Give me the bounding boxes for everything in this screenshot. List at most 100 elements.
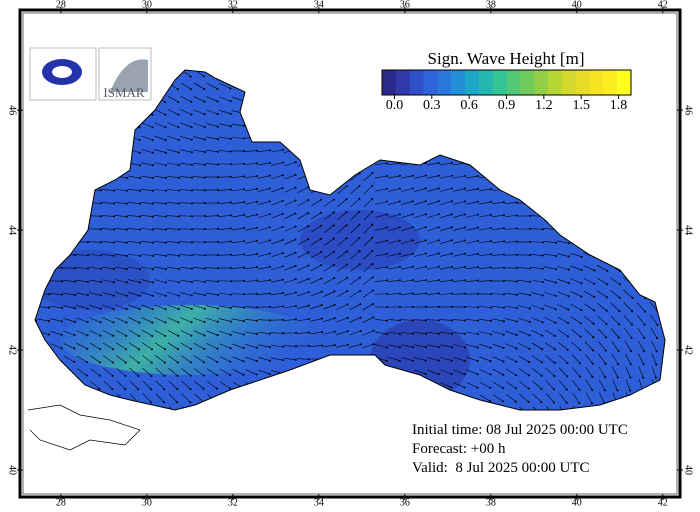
wave-arrow-head: [203, 375, 205, 377]
wave-arrow-head: [321, 304, 323, 306]
wave-arrow-head: [191, 151, 193, 153]
wave-arrow-head: [656, 350, 658, 352]
wave-arrow-head: [243, 307, 245, 309]
wave-arrow-head: [464, 188, 466, 190]
wave-arrow-head: [113, 295, 115, 297]
wave-arrow-head: [113, 321, 115, 323]
wave-arrow-head: [126, 281, 128, 283]
wave-arrow-head: [451, 226, 453, 228]
wave-arrow-head: [204, 176, 206, 178]
wave-arrow-head: [256, 201, 258, 203]
wave-arrow-head: [412, 333, 414, 335]
lat-tick-label: 44: [7, 225, 18, 235]
wave-arrow-head: [477, 175, 479, 177]
wave-arrow-head: [490, 333, 492, 335]
wave-arrow-head: [425, 175, 427, 177]
wave-arrow-head: [152, 229, 154, 231]
wave-arrow-head: [191, 228, 193, 230]
wave-arrow-head: [100, 294, 102, 296]
wave-arrow-head: [191, 189, 193, 191]
wave-arrow-head: [308, 331, 310, 333]
wave-arrow-head: [347, 317, 349, 319]
wave-arrow-head: [295, 161, 297, 163]
wave-arrow-head: [230, 125, 232, 127]
wave-arrow-head: [656, 324, 658, 326]
wave-arrow-head: [592, 363, 594, 365]
wave-arrow-head: [477, 293, 479, 295]
wave-arrow-head: [371, 224, 373, 226]
wave-arrow-head: [477, 188, 479, 190]
wave-arrow-head: [230, 347, 232, 349]
wave-arrow-head: [386, 320, 388, 322]
wave-arrow-head: [282, 174, 284, 176]
wave-arrow-head: [346, 250, 348, 252]
wave-arrow-head: [464, 201, 466, 203]
wave-arrow-head: [152, 281, 154, 283]
wave-arrow-head: [386, 188, 388, 190]
wave-arrow-head: [163, 401, 165, 403]
wave-arrow-head: [566, 389, 568, 391]
wave-arrow-head: [477, 214, 479, 216]
wave-arrow-head: [399, 240, 401, 242]
wave-arrow-head: [178, 164, 180, 166]
wave-arrow-head: [150, 375, 152, 377]
wave-arrow-head: [204, 268, 206, 270]
wave-arrow-head: [412, 200, 414, 202]
wave-arrow-head: [256, 373, 258, 375]
wave-arrow-head: [399, 333, 401, 335]
wave-arrow-head: [74, 334, 76, 336]
wave-arrow-head: [386, 306, 388, 308]
wave-arrow-head: [178, 151, 180, 153]
colorbar-tick-label: 0.0: [386, 98, 404, 113]
wave-arrow-head: [126, 190, 128, 192]
wave-arrow-head: [346, 264, 348, 266]
wave-arrow-head: [152, 308, 154, 310]
wave-arrow-head: [451, 306, 453, 308]
wave-arrow-head: [308, 358, 310, 360]
wave-arrow-head: [592, 349, 594, 351]
lon-tick-label: 36: [400, 497, 410, 507]
wave-arrow-head: [126, 255, 128, 257]
colorbar-segment: [465, 70, 479, 95]
wave-arrow-head: [490, 240, 492, 242]
wave-arrow-head: [282, 162, 284, 164]
wave-arrow-head: [294, 225, 296, 227]
lon-tick-label: 42: [658, 497, 668, 507]
wave-arrow-head: [139, 242, 141, 244]
wave-arrow-head: [112, 362, 114, 364]
lat-tick-label: 40: [683, 465, 694, 475]
wave-arrow-head: [269, 175, 271, 177]
wave-arrow-head: [230, 227, 232, 229]
wave-arrow-head: [217, 254, 219, 256]
wave-arrow-head: [554, 362, 556, 364]
wave-arrow-head: [203, 361, 205, 363]
wave-arrow-head: [464, 373, 466, 375]
wave-arrow-head: [243, 293, 245, 295]
wave-arrow-head: [604, 363, 606, 365]
wave-arrow-head: [242, 374, 244, 376]
wave-arrow-head: [165, 126, 167, 128]
wave-arrow-head: [630, 350, 632, 352]
wave-arrow-head: [216, 374, 218, 376]
wave-arrow-head: [165, 164, 167, 166]
wave-arrow-head: [203, 348, 205, 350]
wave-arrow-head: [113, 215, 115, 217]
wave-arrow-head: [593, 323, 595, 325]
wave-arrow-head: [138, 335, 140, 337]
wave-arrow-head: [529, 307, 531, 309]
wave-arrow-head: [490, 347, 492, 349]
wave-arrow-head: [152, 152, 154, 154]
wave-arrow-head: [540, 388, 542, 390]
wave-arrow-head: [217, 281, 219, 283]
wave-arrow-head: [438, 333, 440, 335]
wave-arrow-head: [112, 335, 114, 337]
wave-arrow-head: [177, 88, 179, 90]
wave-arrow-head: [438, 253, 440, 255]
colorbar-tick-label: 1.8: [610, 98, 628, 113]
wave-arrow-head: [320, 212, 322, 214]
wave-arrow-head: [86, 361, 88, 363]
wave-arrow-head: [269, 333, 271, 335]
wave-arrow-head: [320, 238, 322, 240]
colorbar-segment: [451, 70, 465, 95]
